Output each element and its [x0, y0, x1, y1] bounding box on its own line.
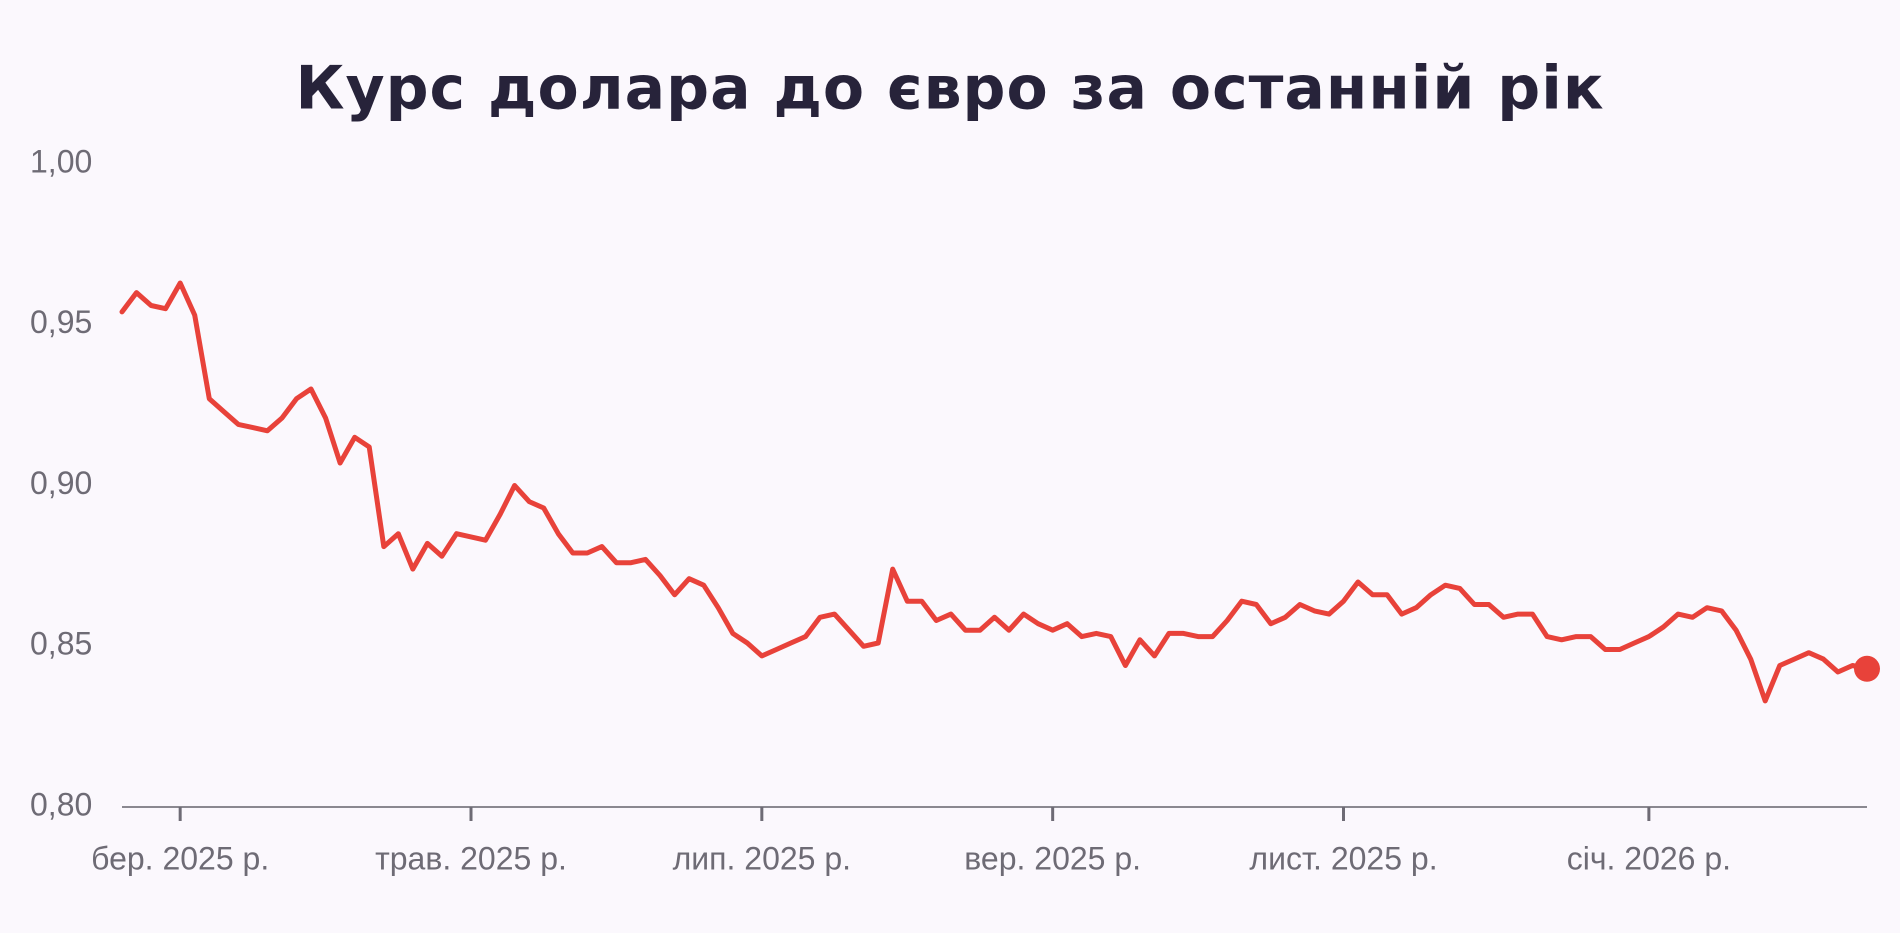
x-tick-label: трав. 2025 р.: [375, 840, 567, 876]
chart-title: Курс долара до євро за останній рік: [295, 54, 1604, 124]
line: [119, 280, 1870, 704]
y-tick-label: 0,90: [30, 465, 92, 501]
x-tick-label: лист. 2025 р.: [1249, 840, 1437, 876]
y-tick-label: 0,95: [30, 304, 92, 340]
x-tick-label: вер. 2025 р.: [964, 840, 1141, 876]
x-tick-label: січ. 2026 р.: [1567, 840, 1731, 876]
y-tick-label: 0,80: [30, 786, 92, 822]
x-tick-label: лип. 2025 р.: [673, 840, 851, 876]
y-tick-label: 1,00: [30, 143, 92, 179]
x-tick-label: бер. 2025 р.: [91, 840, 269, 876]
end-marker: [1854, 655, 1880, 682]
y-tick-label: 0,85: [30, 626, 92, 662]
